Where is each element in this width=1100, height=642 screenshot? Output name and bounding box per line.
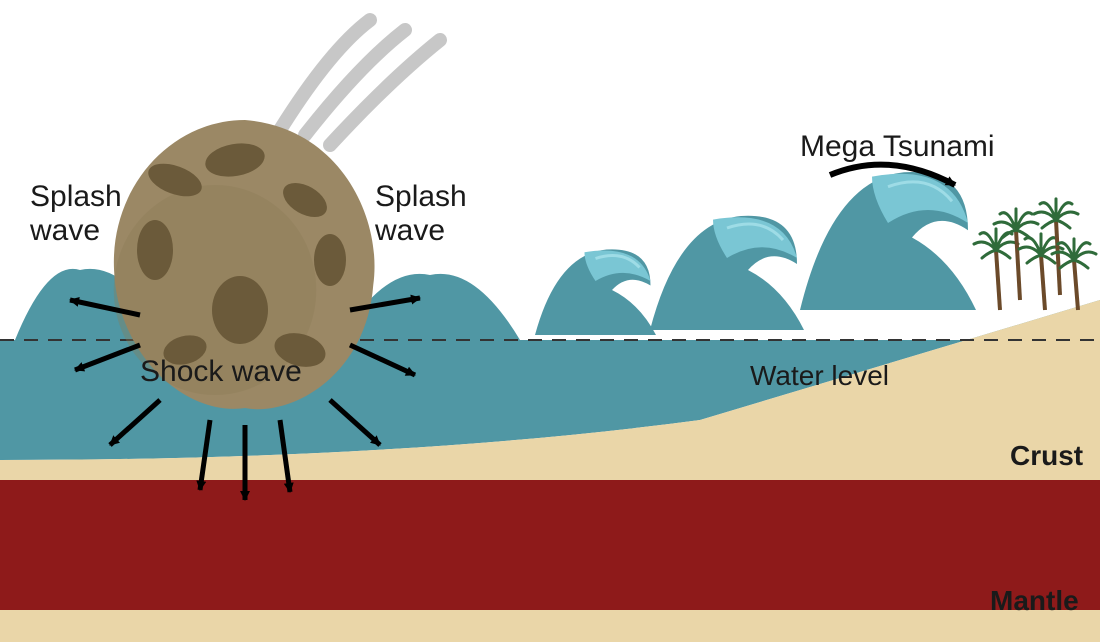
asteroid-spot xyxy=(137,220,173,280)
label-splash-right: Splash wave xyxy=(375,180,467,248)
diagram-canvas xyxy=(0,0,1100,642)
label-water-level: Water level xyxy=(750,360,889,392)
asteroid-spot xyxy=(212,276,268,344)
label-mantle: Mantle xyxy=(990,585,1079,617)
label-crust: Crust xyxy=(1010,440,1083,472)
asteroid-spot xyxy=(314,234,346,286)
label-mega: Mega Tsunami xyxy=(800,130,995,164)
label-splash-left: Splash wave xyxy=(30,180,122,248)
label-shock: Shock wave xyxy=(140,355,302,389)
bottom-band xyxy=(0,610,1100,642)
mantle-layer xyxy=(0,480,1100,610)
